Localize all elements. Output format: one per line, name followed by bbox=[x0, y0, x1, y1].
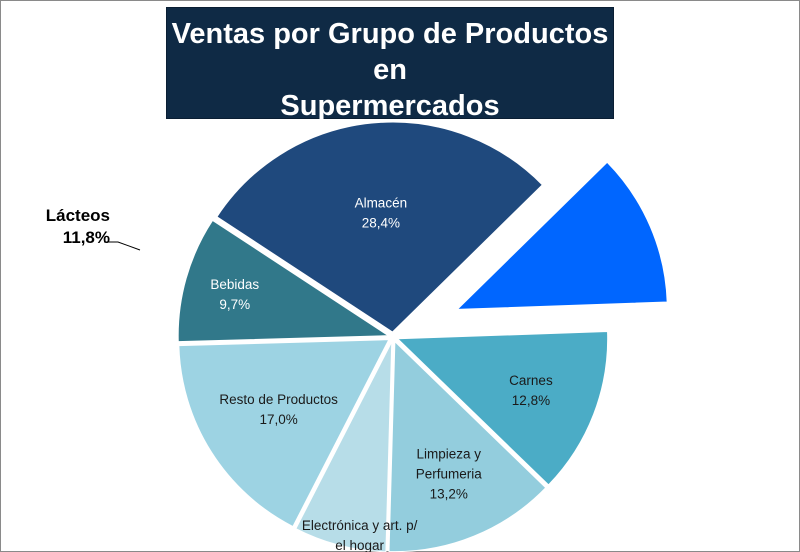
data-label-percent-0: 12,8% bbox=[512, 393, 550, 408]
pie-slice-almacén bbox=[216, 121, 544, 333]
data-label-name-1-0: Limpieza y bbox=[416, 447, 481, 462]
data-label-name-4-0: Bebidas bbox=[210, 277, 259, 292]
data-label-name-2-1: el hogar bbox=[335, 538, 384, 552]
pie-slice-limpieza-y-perfumeria bbox=[388, 340, 547, 552]
data-label-percent-5: 28,4% bbox=[362, 216, 400, 231]
data-label-percent-3: 17,0% bbox=[260, 412, 298, 427]
data-label-percent-6: 11,8% bbox=[63, 228, 110, 247]
data-label-name-0-0: Carnes bbox=[509, 373, 553, 388]
data-label-name-3-0: Resto de Productos bbox=[219, 392, 338, 407]
data-label-name-2-0: Electrónica y art. p/ bbox=[302, 518, 418, 533]
chart-title-line-1: Ventas por Grupo de Productos en bbox=[171, 18, 609, 86]
pie-slice-resto-de-productos bbox=[178, 339, 390, 528]
data-label-name-1-1: Perfumeria bbox=[416, 467, 483, 482]
data-label-percent-4: 9,7% bbox=[219, 297, 250, 312]
data-label-percent-1: 13,2% bbox=[430, 487, 468, 502]
data-label-name-5-0: Almacén bbox=[355, 196, 408, 211]
pie-slice-carnes bbox=[396, 330, 609, 486]
leader-line-lacteos bbox=[104, 241, 141, 251]
pie-slice-lácteos bbox=[456, 161, 668, 310]
data-label-name-6-0: Lácteos bbox=[46, 206, 110, 225]
chart-title-line-2: Supermercados bbox=[280, 90, 500, 122]
pie-slice-bebidas bbox=[177, 219, 390, 343]
chart-title-box: Ventas por Grupo de Productos en Superme… bbox=[166, 7, 614, 149]
